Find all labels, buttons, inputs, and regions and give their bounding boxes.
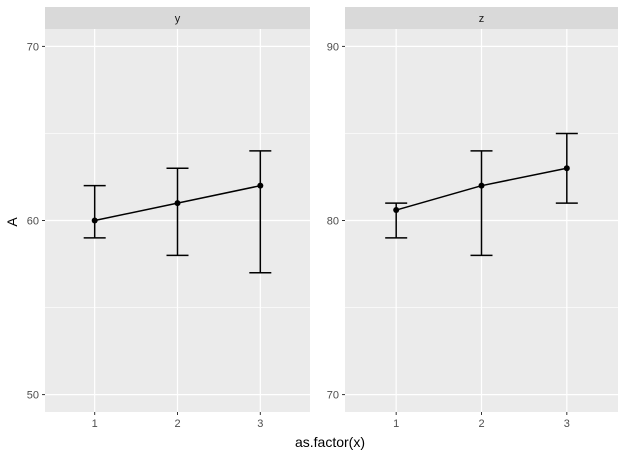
x-tick-label: 3 — [564, 418, 570, 430]
panel-y: y 50 60 70 1 2 3 — [27, 7, 310, 430]
y-tick-label: 70 — [327, 390, 339, 402]
data-point — [563, 165, 570, 172]
data-point — [393, 207, 400, 214]
panel-z: z 70 80 90 1 2 3 — [327, 7, 618, 430]
facet-strip-label: y — [175, 13, 181, 25]
y-axis-label: A — [4, 217, 20, 227]
y-tick-label: 60 — [27, 216, 39, 228]
x-tick-label: 2 — [174, 418, 180, 430]
facet-strip — [45, 7, 310, 29]
y-tick-label: 70 — [27, 41, 39, 53]
facet-strip-label: z — [479, 13, 485, 25]
x-tick-label: 1 — [92, 418, 98, 430]
y-tick-label: 90 — [327, 41, 339, 53]
x-tick-label: 2 — [478, 418, 484, 430]
data-point — [257, 182, 264, 189]
facet-strip — [345, 7, 618, 29]
data-point — [174, 200, 181, 207]
x-tick-label: 3 — [257, 418, 263, 430]
x-axis-label: as.factor(x) — [295, 434, 365, 450]
data-point — [91, 217, 98, 224]
y-tick-label: 50 — [27, 390, 39, 402]
y-tick-label: 80 — [327, 216, 339, 228]
x-tick-label: 1 — [393, 418, 399, 430]
data-point — [478, 182, 485, 189]
